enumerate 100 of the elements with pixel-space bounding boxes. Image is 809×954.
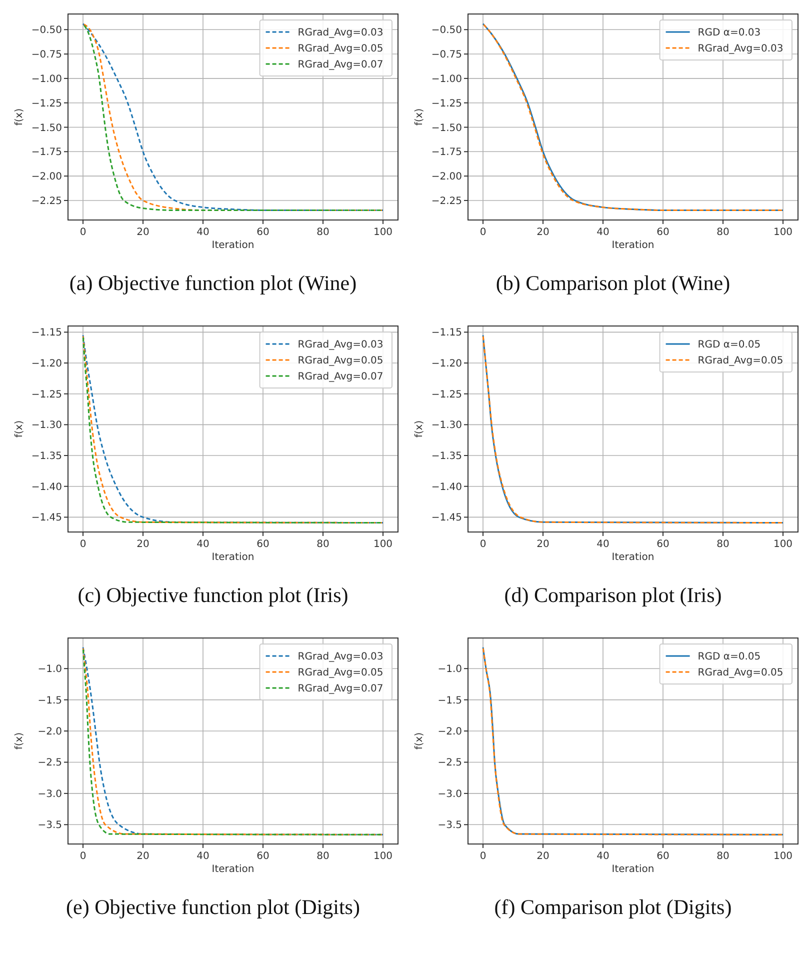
x-tick-label: 80: [316, 227, 330, 238]
x-tick-label: 100: [773, 539, 793, 550]
y-axis-title: f(x): [414, 420, 425, 438]
x-axis-title: Iteration: [612, 240, 654, 251]
y-tick-label: −1.15: [31, 328, 62, 339]
x-tick-label: 0: [80, 539, 86, 550]
x-tick-label: 20: [136, 227, 150, 238]
x-tick-label: 0: [480, 227, 486, 238]
x-tick-label: 100: [373, 227, 393, 238]
x-tick-label: 100: [773, 851, 793, 862]
legend-label: RGrad_Avg=0.03: [298, 28, 384, 38]
y-tick-label: −3.5: [38, 820, 62, 832]
x-tick-label: 0: [80, 851, 86, 862]
y-tick-label: −1.40: [431, 482, 462, 493]
x-tick-label: 80: [716, 851, 730, 862]
y-tick-label: −2.25: [431, 196, 462, 207]
legend-label: RGrad_Avg=0.03: [298, 340, 384, 350]
legend-label: RGrad_Avg=0.07: [298, 372, 384, 382]
line-series: [482, 334, 784, 524]
x-tick-label: 20: [536, 227, 550, 238]
text: (b) Comparison plot (Wine): [496, 271, 730, 295]
y-tick-label: −2.5: [438, 758, 462, 769]
y-tick-label: −1.0: [38, 664, 62, 676]
y-tick-label: −1.75: [31, 147, 62, 158]
legend-label: RGrad_Avg=0.05: [298, 356, 384, 366]
y-tick-label: −1.25: [31, 98, 62, 110]
x-axis-title: Iteration: [212, 240, 254, 251]
x-axis-title: Iteration: [212, 552, 254, 563]
y-tick-label: −0.50: [31, 25, 62, 36]
y-tick-label: −1.00: [431, 74, 462, 85]
y-tick-label: −1.20: [431, 358, 462, 370]
y-tick-label: −1.15: [431, 328, 462, 339]
y-axis-title: f(x): [14, 420, 25, 438]
x-tick-label: 20: [536, 851, 550, 862]
y-tick-label: −1.00: [31, 74, 62, 85]
y-tick-label: −1.40: [31, 482, 62, 493]
x-tick-label: 60: [656, 539, 670, 550]
y-tick-label: −2.00: [31, 172, 62, 183]
text: (f) Comparison plot (Digits): [494, 895, 732, 919]
x-tick-label: 40: [596, 227, 610, 238]
x-tick-label: 40: [196, 227, 210, 238]
legend-label: RGrad_Avg=0.03: [298, 652, 384, 662]
legend-label: RGrad_Avg=0.05: [298, 668, 384, 678]
text: (d) Comparison plot (Iris): [504, 583, 722, 607]
y-tick-label: −1.5: [438, 695, 462, 706]
y-tick-label: −3.0: [38, 788, 62, 800]
x-tick-label: 80: [716, 227, 730, 238]
legend-label: RGrad_Avg=0.03: [698, 44, 784, 54]
legend-label: RGrad_Avg=0.05: [298, 44, 384, 54]
y-tick-label: −1.45: [431, 512, 462, 524]
y-axis-title: f(x): [14, 108, 25, 126]
y-tick-label: −1.30: [431, 420, 462, 432]
line-series: [82, 23, 384, 211]
legend-label: RGrad_Avg=0.05: [698, 356, 784, 366]
y-tick-label: −1.50: [31, 122, 62, 134]
y-tick-label: −0.50: [431, 25, 462, 36]
x-tick-label: 40: [196, 851, 210, 862]
y-axis-title: f(x): [414, 108, 425, 126]
x-axis-title: Iteration: [612, 864, 654, 875]
x-tick-label: 40: [196, 539, 210, 550]
x-tick-label: 80: [316, 539, 330, 550]
legend-label: RGrad_Avg=0.07: [298, 60, 384, 70]
x-tick-label: 0: [80, 227, 86, 238]
x-tick-label: 20: [136, 851, 150, 862]
x-axis-title: Iteration: [612, 552, 654, 563]
y-tick-label: −1.5: [38, 695, 62, 706]
y-tick-label: −0.75: [31, 50, 62, 61]
y-tick-label: −1.75: [431, 147, 462, 158]
y-tick-label: −3.0: [438, 788, 462, 800]
line-series: [482, 646, 784, 836]
line-series: [482, 23, 784, 211]
y-tick-label: −1.35: [31, 451, 62, 462]
y-axis-title: f(x): [14, 732, 25, 750]
x-tick-label: 60: [656, 851, 670, 862]
y-tick-label: −2.0: [38, 726, 62, 738]
y-tick-label: −1.0: [438, 664, 462, 676]
y-tick-label: −2.5: [38, 758, 62, 769]
y-tick-label: −1.20: [31, 358, 62, 370]
line-series: [82, 646, 384, 836]
x-tick-label: 40: [596, 539, 610, 550]
legend-label: RGD α=0.03: [698, 28, 761, 38]
legend-label: RGrad_Avg=0.07: [298, 684, 384, 694]
x-tick-label: 20: [136, 539, 150, 550]
y-tick-label: −1.35: [431, 451, 462, 462]
x-tick-label: 20: [536, 539, 550, 550]
legend-label: RGrad_Avg=0.05: [698, 668, 784, 678]
x-tick-label: 0: [480, 851, 486, 862]
x-tick-label: 60: [256, 851, 270, 862]
text: (a) Objective function plot (Wine): [69, 271, 357, 295]
x-tick-label: 100: [373, 851, 393, 862]
x-tick-label: 80: [316, 851, 330, 862]
y-tick-label: −2.0: [438, 726, 462, 738]
y-tick-label: −1.30: [31, 420, 62, 432]
y-tick-label: −1.50: [431, 122, 462, 134]
text: (e) Objective function plot (Digits): [66, 895, 360, 919]
y-tick-label: −0.75: [431, 50, 462, 61]
x-tick-label: 40: [596, 851, 610, 862]
y-tick-label: −1.25: [31, 389, 62, 400]
text: (c) Objective function plot (Iris): [78, 583, 348, 607]
x-tick-label: 60: [256, 227, 270, 238]
